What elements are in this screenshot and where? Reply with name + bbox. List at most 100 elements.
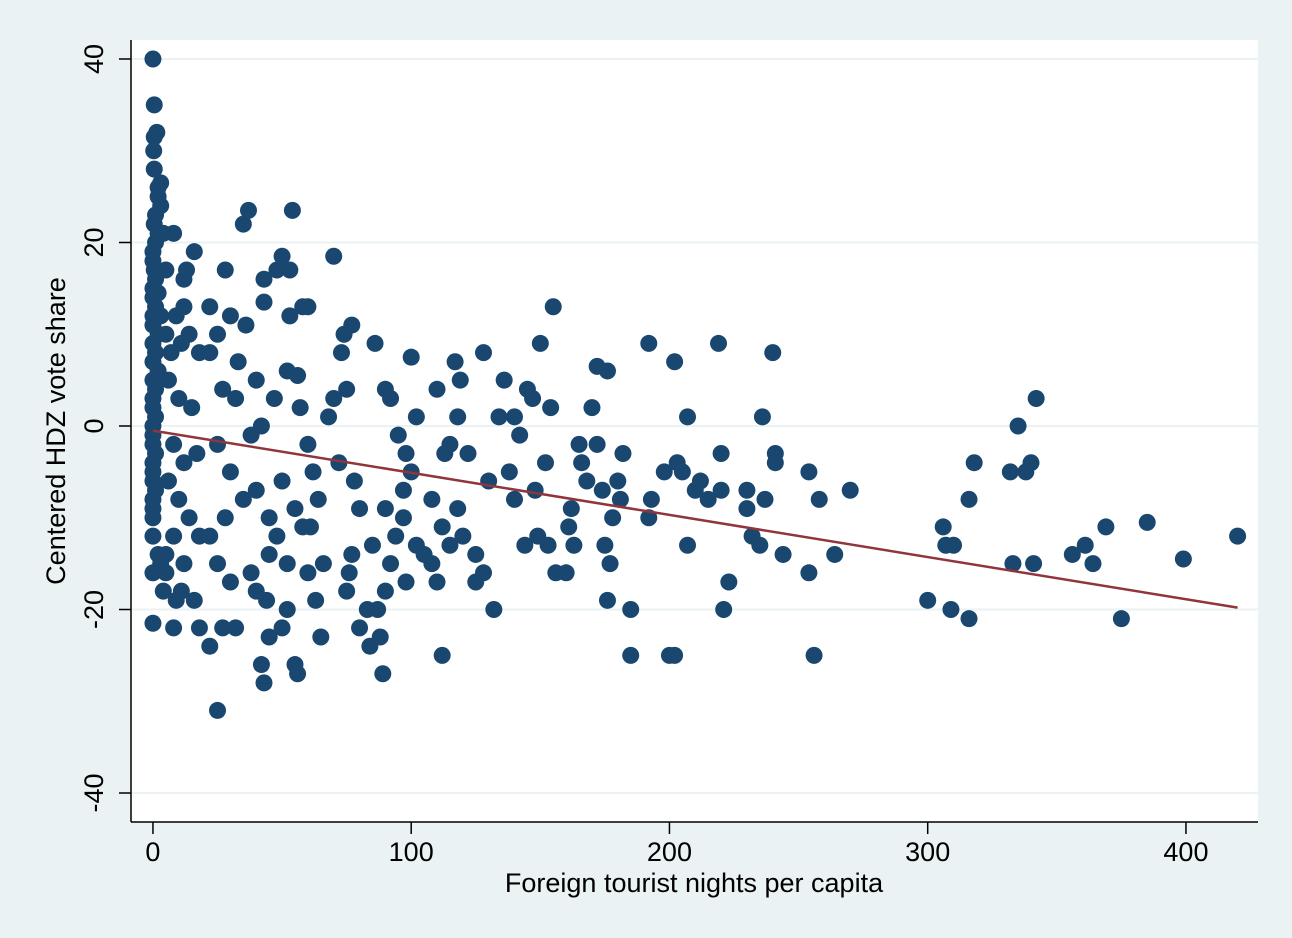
x-tick-label: 300 — [905, 837, 950, 867]
point — [1025, 555, 1043, 573]
point — [314, 555, 332, 573]
point — [934, 518, 952, 536]
point — [423, 490, 441, 508]
point — [281, 307, 299, 325]
grid — [131, 57, 1258, 795]
point — [340, 564, 358, 582]
point — [402, 348, 420, 366]
point — [376, 500, 394, 518]
point — [1009, 417, 1027, 435]
point — [1174, 550, 1192, 568]
point — [397, 573, 415, 591]
point — [679, 536, 697, 554]
point — [642, 490, 660, 508]
point — [247, 582, 265, 600]
point — [180, 325, 198, 343]
point — [1138, 513, 1156, 531]
point — [201, 527, 219, 545]
point — [214, 380, 232, 398]
point — [598, 591, 616, 609]
x-tick-label: 400 — [1163, 837, 1208, 867]
y-tick-label: 40 — [79, 44, 109, 74]
point — [826, 545, 844, 563]
point — [1004, 555, 1022, 573]
point — [145, 160, 163, 178]
point — [183, 399, 201, 417]
point — [268, 527, 286, 545]
point — [145, 142, 163, 160]
point — [255, 293, 273, 311]
point — [209, 701, 227, 719]
point — [227, 389, 245, 407]
point — [234, 490, 252, 508]
point — [312, 628, 330, 646]
point — [234, 215, 252, 233]
point — [221, 307, 239, 325]
point — [614, 445, 632, 463]
point — [165, 435, 183, 453]
point — [475, 344, 493, 362]
point — [273, 472, 291, 490]
point — [145, 96, 163, 114]
point — [221, 463, 239, 481]
point — [454, 527, 472, 545]
point — [593, 481, 611, 499]
point — [774, 545, 792, 563]
point — [255, 270, 273, 288]
point — [459, 445, 477, 463]
point — [325, 247, 343, 265]
point — [144, 614, 162, 632]
point — [175, 298, 193, 316]
point — [1076, 536, 1094, 554]
point — [159, 371, 177, 389]
point — [152, 174, 170, 192]
point — [485, 601, 503, 619]
point — [562, 500, 580, 518]
point — [382, 389, 400, 407]
point — [800, 463, 818, 481]
point — [640, 334, 658, 352]
point — [1022, 454, 1040, 472]
point — [260, 509, 278, 527]
point — [611, 490, 629, 508]
point — [394, 481, 412, 499]
point — [175, 555, 193, 573]
point — [841, 481, 859, 499]
point — [178, 261, 196, 279]
point — [330, 454, 348, 472]
point — [144, 509, 162, 527]
point — [165, 224, 183, 242]
point — [260, 628, 278, 646]
point — [273, 619, 291, 637]
point — [756, 490, 774, 508]
point — [1097, 518, 1115, 536]
x-tick-label: 200 — [647, 837, 692, 867]
point — [596, 536, 614, 554]
point — [506, 490, 524, 508]
point — [286, 656, 304, 674]
point — [500, 463, 518, 481]
point — [299, 298, 317, 316]
point — [666, 646, 684, 664]
point — [960, 610, 978, 628]
point — [542, 399, 560, 417]
point — [301, 518, 319, 536]
point — [397, 445, 415, 463]
point — [560, 518, 578, 536]
point — [291, 399, 309, 417]
point — [278, 555, 296, 573]
point — [1027, 389, 1045, 407]
point — [338, 582, 356, 600]
point — [1001, 463, 1019, 481]
point — [242, 564, 260, 582]
point — [539, 536, 557, 554]
point — [283, 201, 301, 219]
point — [604, 509, 622, 527]
point — [715, 601, 733, 619]
point — [144, 527, 162, 545]
point — [945, 536, 963, 554]
point — [451, 371, 469, 389]
point — [751, 536, 769, 554]
point — [446, 353, 464, 371]
